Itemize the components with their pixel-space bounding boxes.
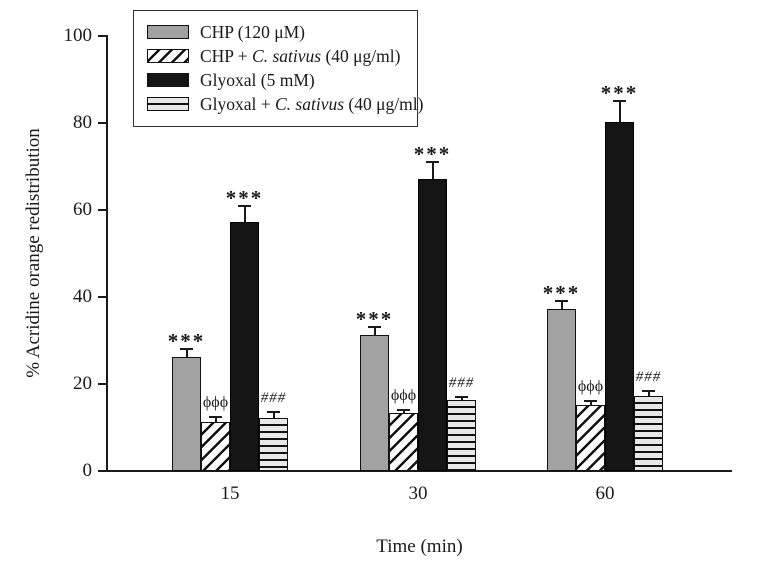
legend-label: Glyoxal + C. sativus (40 μg/ml) <box>200 93 424 114</box>
error-bar-cap <box>180 348 193 351</box>
significance-annotation: *** <box>413 142 452 167</box>
error-bar <box>589 400 592 405</box>
bar-diagonal-hatch-30min <box>389 413 418 471</box>
legend: CHP (120 μM) CHP + C. sativus (40 μg/ml) G… <box>133 10 423 127</box>
y-axis-tick <box>98 122 106 124</box>
error-bar <box>560 300 563 310</box>
error-bar <box>243 204 246 223</box>
solid-gray-swatch-icon <box>147 25 189 39</box>
y-tick-label: 100 <box>63 25 93 46</box>
error-bar <box>373 326 376 336</box>
error-bar <box>185 348 188 357</box>
y-axis-tick <box>98 383 106 385</box>
legend-item: CHP (120 μM) <box>147 20 417 44</box>
significance-annotation: *** <box>167 329 206 354</box>
solid-black-swatch-icon <box>147 73 189 87</box>
bar-diagonal-hatch-15min <box>201 422 230 471</box>
x-category-label: 60 <box>595 483 615 504</box>
bar-horizontal-stripes-30min <box>447 400 476 471</box>
legend-label: CHP (120 μM) <box>200 21 305 42</box>
significance-annotation: ϕϕϕ <box>202 393 229 411</box>
error-bar-cap <box>642 389 655 392</box>
error-bar <box>460 396 463 401</box>
error-bar-cap <box>397 409 410 412</box>
bar-solid-gray-30min <box>360 335 389 471</box>
y-axis-line <box>106 35 108 472</box>
significance-annotation: ϕϕϕ <box>577 378 604 396</box>
error-bar <box>272 411 275 418</box>
error-bar <box>402 409 405 414</box>
significance-annotation: ### <box>260 390 287 407</box>
bar-solid-gray-60min <box>547 309 576 471</box>
y-axis-tick <box>98 209 106 211</box>
horizontal-stripes-swatch-icon <box>147 97 189 111</box>
bar-solid-black-30min <box>418 178 447 471</box>
y-axis-tick <box>98 35 106 37</box>
error-bar <box>618 100 621 122</box>
significance-annotation: *** <box>542 281 581 306</box>
legend-item: Glyoxal (5 mM) <box>147 68 417 92</box>
error-bar <box>431 161 434 179</box>
significance-annotation: *** <box>600 81 639 106</box>
x-axis-title: Time (min) <box>376 536 463 557</box>
y-axis-tick <box>98 470 106 472</box>
significance-annotation: ϕϕϕ <box>390 387 417 405</box>
bar-horizontal-stripes-15min <box>259 417 288 471</box>
significance-annotation: *** <box>225 185 264 210</box>
x-axis-line <box>106 470 732 472</box>
error-bar-cap <box>555 300 568 303</box>
bar-horizontal-stripes-60min <box>634 396 663 471</box>
bar-solid-gray-15min <box>172 356 201 471</box>
legend-label: Glyoxal (5 mM) <box>200 69 315 90</box>
y-tick-label: 80 <box>73 112 92 133</box>
error-bar <box>214 415 217 423</box>
significance-annotation: ### <box>448 375 475 392</box>
significance-annotation: ### <box>635 368 662 385</box>
y-tick-label: 0 <box>82 460 93 481</box>
error-bar-cap <box>426 161 439 164</box>
bar-solid-black-60min <box>605 122 634 471</box>
error-bar-cap <box>209 415 222 418</box>
y-tick-label: 40 <box>73 286 92 307</box>
y-tick-label: 60 <box>73 199 92 220</box>
error-bar-cap <box>613 100 626 103</box>
diagonal-hatch-swatch-icon <box>147 49 189 63</box>
error-bar-cap <box>584 400 597 403</box>
legend-item: CHP + C. sativus (40 μg/ml) <box>147 44 417 68</box>
error-bar-cap <box>267 411 280 414</box>
error-bar <box>647 389 650 397</box>
y-axis-tick <box>98 296 106 298</box>
legend-item: Glyoxal + C. sativus (40 μg/ml) <box>147 92 423 116</box>
bar-solid-black-15min <box>230 222 259 471</box>
bar-diagonal-hatch-60min <box>576 404 605 471</box>
x-category-label: 15 <box>220 483 240 504</box>
error-bar-cap <box>368 326 381 329</box>
error-bar-cap <box>455 396 468 399</box>
significance-annotation: *** <box>355 307 394 332</box>
y-tick-label: 20 <box>73 373 92 394</box>
error-bar-cap <box>238 204 251 207</box>
x-category-label: 30 <box>408 483 428 504</box>
legend-label: CHP + C. sativus (40 μg/ml) <box>200 45 401 66</box>
